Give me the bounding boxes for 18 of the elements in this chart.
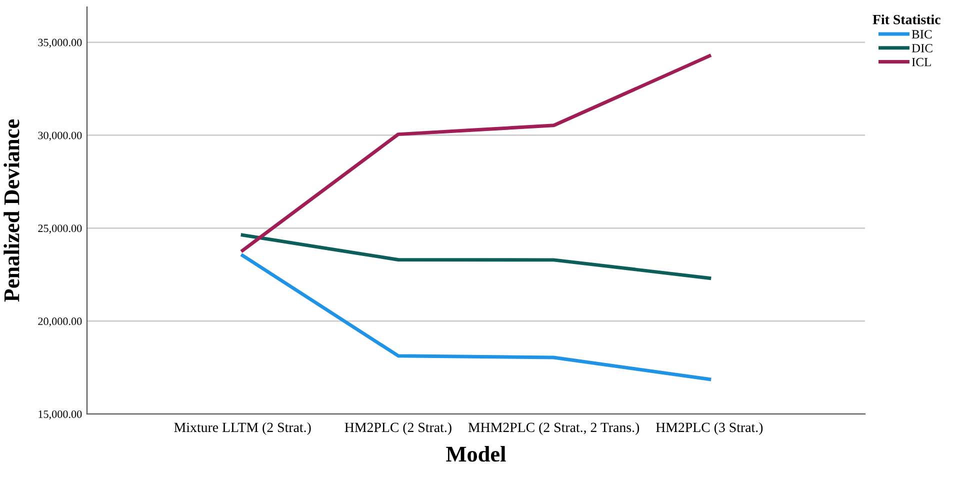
legend-label: ICL bbox=[912, 58, 931, 66]
x-tick-label: Mixture LLTM (2 Strat.) bbox=[174, 422, 311, 435]
line-series bbox=[240, 233, 712, 280]
y-tick-label: 35,000.00 bbox=[38, 38, 82, 48]
y-tick-label: 30,000.00 bbox=[38, 132, 82, 141]
line-series bbox=[240, 54, 712, 252]
legend-label: BIC bbox=[912, 30, 932, 38]
x-axis-title: Model bbox=[446, 446, 506, 462]
y-tick-label: 20,000.00 bbox=[38, 318, 82, 327]
x-tick-label: MHM2PLC (2 Strat., 2 Trans.) bbox=[468, 422, 640, 435]
y-tick-label: 15,000.00 bbox=[38, 410, 82, 420]
line-series bbox=[240, 254, 712, 381]
legend-title: Fit Statistic bbox=[872, 14, 940, 24]
legend-label: DIC bbox=[912, 44, 932, 52]
y-axis-title: Penalized Deviance bbox=[4, 119, 20, 302]
x-tick-label: HM2PLC (3 Strat.) bbox=[656, 422, 763, 435]
x-tick-label: HM2PLC (2 Strat.) bbox=[344, 422, 452, 435]
y-tick-label: 25,000.00 bbox=[38, 224, 82, 234]
